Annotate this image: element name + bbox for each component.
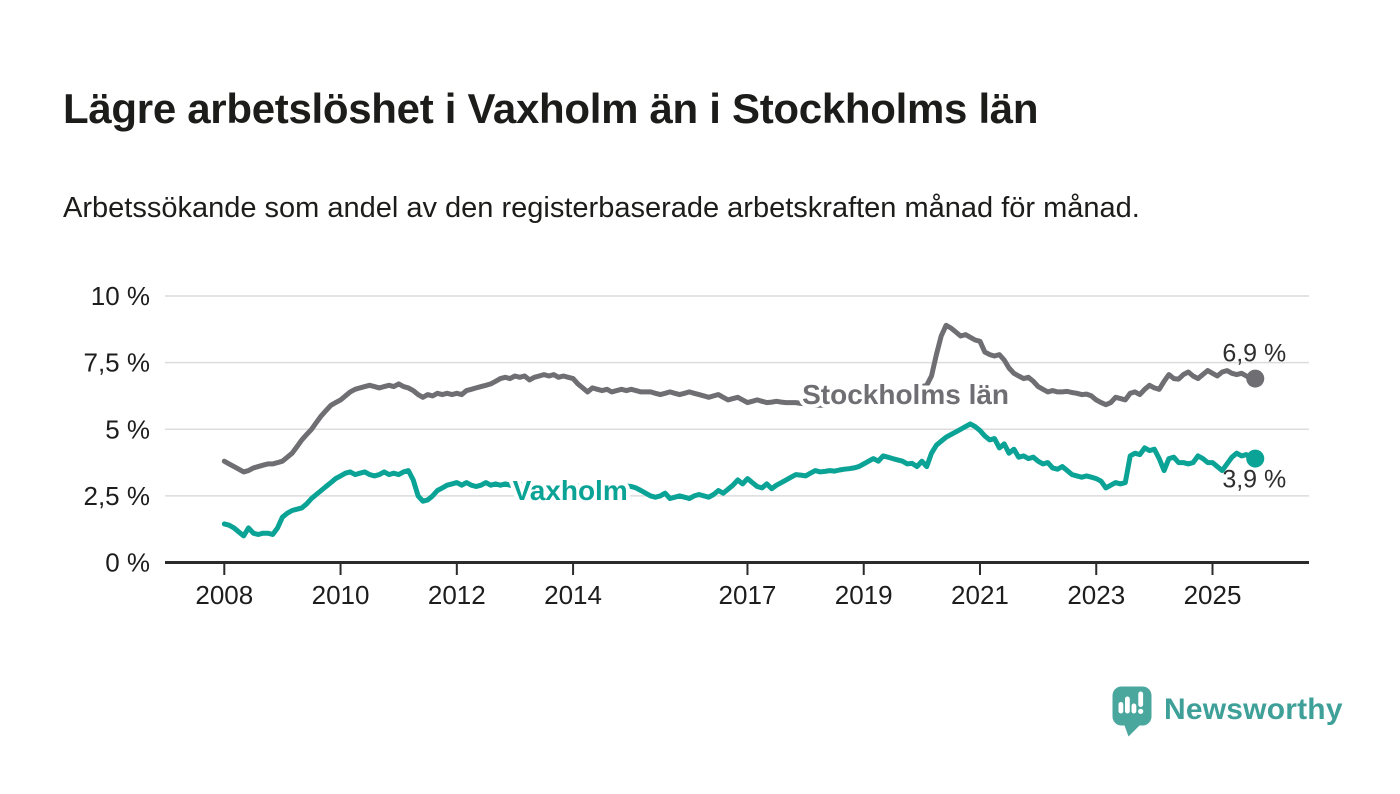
x-tick-label: 2014 <box>544 580 602 610</box>
series-end-dot-vaxholm <box>1246 449 1265 468</box>
x-tick-label: 2010 <box>312 580 370 610</box>
series-label-vaxholm: Vaxholm <box>513 475 628 506</box>
y-tick-label: 5 % <box>105 414 150 444</box>
series-end-value-label-stockholms-lan: 6,9 % <box>1222 340 1286 368</box>
series-label-stockholms-lan: Stockholms län <box>802 379 1009 410</box>
series-end-value-label-vaxholm: 3,9 % <box>1222 466 1286 494</box>
logo-bubble-tail <box>1124 724 1141 737</box>
chart-subtitle: Arbetssökande som andel av den registerb… <box>63 192 1140 224</box>
logo-bar-3 <box>1131 703 1137 714</box>
x-tick-label: 2019 <box>835 580 893 610</box>
logo-exclamation-bar <box>1138 691 1144 707</box>
page-title: Lägre arbetslöshet i Vaxholm än i Stockh… <box>63 85 1039 133</box>
y-tick-label: 10 % <box>91 281 150 311</box>
newsworthy-logo-icon <box>1112 686 1152 737</box>
x-tick-label: 2021 <box>951 580 1009 610</box>
y-tick-label: 7,5 % <box>84 348 151 378</box>
y-tick-label: 0 % <box>105 548 150 578</box>
series-line-vaxholm <box>221 421 1254 539</box>
series-end-dot-stockholms-lan <box>1246 369 1265 388</box>
logo-bar-1 <box>1118 702 1124 714</box>
x-tick-label: 2008 <box>195 580 253 610</box>
x-tick-label: 2025 <box>1184 580 1242 610</box>
y-tick-label: 2,5 % <box>84 481 151 511</box>
logo-exclamation-dot <box>1138 708 1144 714</box>
series-line-stockholms-lan <box>221 322 1254 475</box>
x-tick-label: 2023 <box>1067 580 1125 610</box>
x-tick-label: 2017 <box>719 580 777 610</box>
newsworthy-logo-text: Newsworthy <box>1164 693 1343 726</box>
newsworthy-logo: Newsworthy <box>1112 686 1343 737</box>
x-tick-label: 2012 <box>428 580 486 610</box>
logo-bar-2 <box>1125 696 1130 714</box>
